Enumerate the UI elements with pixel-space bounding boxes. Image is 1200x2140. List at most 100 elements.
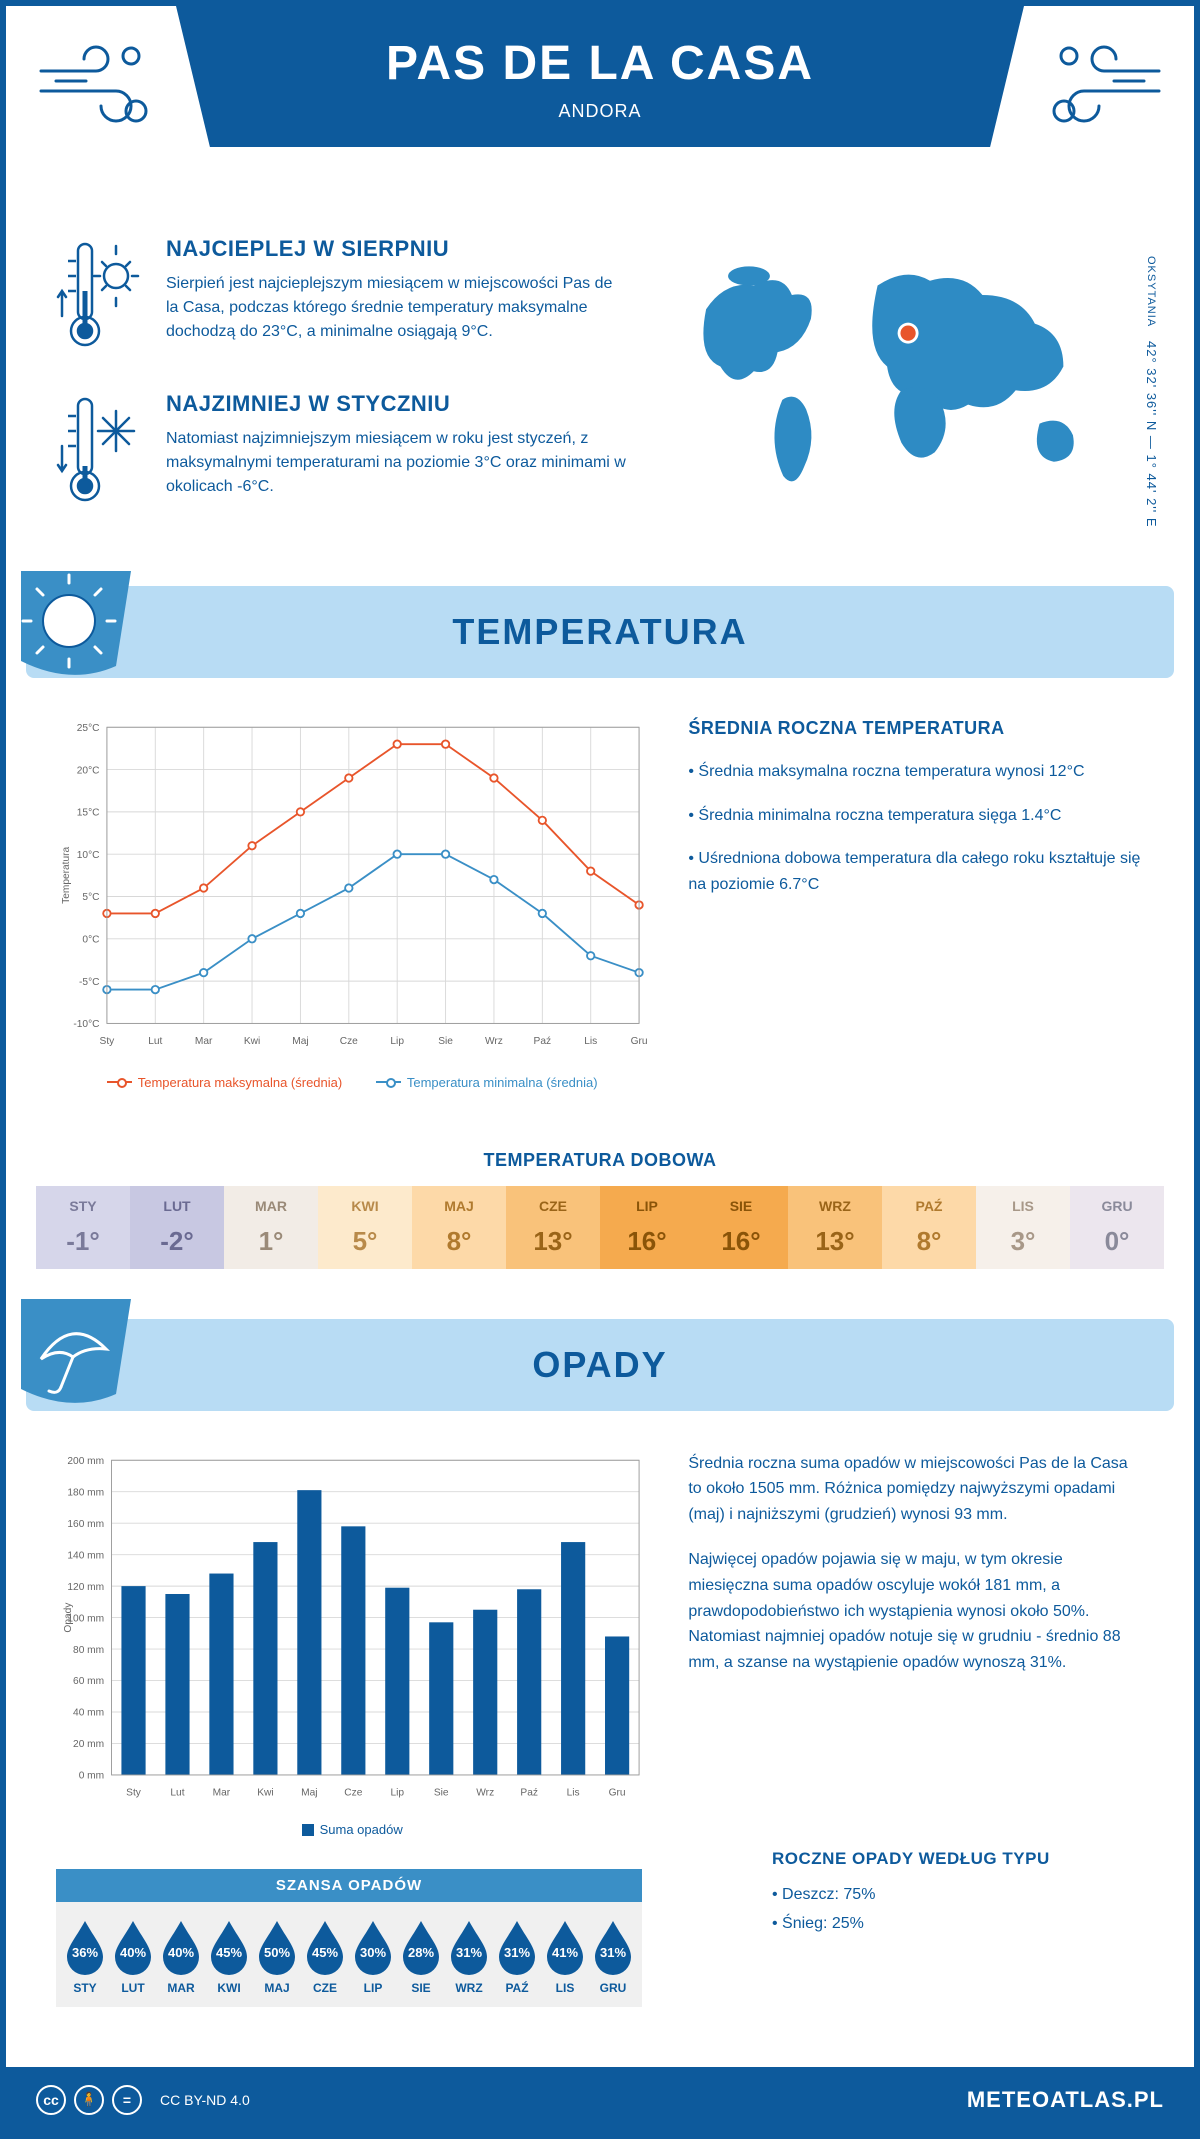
svg-text:0 mm: 0 mm: [79, 1770, 104, 1781]
daily-cell: LUT-2°: [130, 1186, 224, 1269]
precip-info: Średnia roczna suma opadów w miejscowośc…: [688, 1451, 1144, 1839]
temperature-line-chart: -10°C -5°C 0°C 5°C 10°C 15°C 20°C 25°C Sty Lut Mar…: [56, 718, 648, 1090]
svg-text:Cze: Cze: [340, 1036, 358, 1047]
coords-region: OKSYTANIA: [1145, 256, 1157, 327]
svg-text:Lis: Lis: [584, 1036, 597, 1047]
temperature-title: TEMPERATURA: [46, 611, 1154, 653]
svg-text:Temperatura: Temperatura: [61, 846, 72, 903]
precip-title: OPADY: [46, 1344, 1154, 1386]
chance-cell: 28%SIE: [397, 1917, 445, 1995]
temperature-section-head: TEMPERATURA: [26, 586, 1174, 678]
legend-min: Temperatura minimalna (średnia): [407, 1075, 598, 1090]
world-map-icon: [668, 236, 1144, 516]
header: PAS DE LA CASA ANDORA: [6, 6, 1194, 196]
fact-coldest: NAJZIMNIEJ W STYCZNIU Natomiast najzimni…: [56, 391, 628, 511]
legend-precip: Suma opadów: [320, 1822, 403, 1837]
chance-title: SZANSA OPADÓW: [56, 1869, 642, 1902]
daily-cell: KWI5°: [318, 1186, 412, 1269]
daily-cell: LIP16°: [600, 1186, 694, 1269]
cc-icon: cc: [36, 2085, 66, 2115]
temp-info-b1: • Średnia maksymalna roczna temperatura …: [688, 759, 1144, 785]
svg-text:25°C: 25°C: [77, 723, 100, 734]
svg-text:15°C: 15°C: [77, 808, 100, 819]
svg-text:Lip: Lip: [390, 1036, 404, 1047]
svg-text:Opady: Opady: [63, 1601, 74, 1632]
svg-text:5°C: 5°C: [82, 892, 99, 903]
svg-text:200 mm: 200 mm: [67, 1456, 104, 1467]
svg-text:120 mm: 120 mm: [67, 1582, 104, 1593]
daily-cell: PAŹ8°: [882, 1186, 976, 1269]
chance-cell: 41%LIS: [541, 1917, 589, 1995]
precip-bar-chart: 0 mm20 mm40 mm60 mm80 mm100 mm120 mm140 …: [56, 1451, 648, 1839]
chance-cell: 40%LUT: [109, 1917, 157, 1995]
fact-warm-title: NAJCIEPLEJ W SIERPNIU: [166, 236, 628, 262]
temp-info-b3: • Uśredniona dobowa temperatura dla całe…: [688, 846, 1144, 897]
svg-text:0°C: 0°C: [82, 935, 99, 946]
by-icon: 🧍: [74, 2085, 104, 2115]
wind-icon-right: [1034, 36, 1164, 136]
svg-text:40 mm: 40 mm: [73, 1707, 104, 1718]
svg-text:Mar: Mar: [195, 1036, 213, 1047]
coords-value: 42° 32' 36'' N — 1° 44' 2'' E: [1144, 341, 1159, 528]
chance-cell: 45%CZE: [301, 1917, 349, 1995]
svg-text:Gru: Gru: [631, 1036, 648, 1047]
page-title: PAS DE LA CASA: [196, 36, 1004, 91]
intro-section: NAJCIEPLEJ W SIERPNIU Sierpień jest najc…: [6, 196, 1194, 586]
svg-text:20 mm: 20 mm: [73, 1739, 104, 1750]
type-l1: • Deszcz: 75%: [772, 1881, 1134, 1910]
svg-text:Kwi: Kwi: [244, 1036, 260, 1047]
svg-text:Sie: Sie: [434, 1787, 449, 1798]
precip-p2: Najwięcej opadów pojawia się w maju, w t…: [688, 1547, 1144, 1675]
svg-text:180 mm: 180 mm: [67, 1487, 104, 1498]
chance-cell: 31%PAŹ: [493, 1917, 541, 1995]
type-title: ROCZNE OPADY WEDŁUG TYPU: [772, 1849, 1134, 1869]
daily-cell: CZE13°: [506, 1186, 600, 1269]
svg-text:140 mm: 140 mm: [67, 1550, 104, 1561]
precip-chance-table: SZANSA OPADÓW 36%STY40%LUT40%MAR45%KWI50…: [56, 1869, 642, 2007]
svg-text:Sty: Sty: [126, 1787, 142, 1798]
thermometer-hot-icon: [56, 236, 146, 356]
svg-text:Wrz: Wrz: [476, 1787, 494, 1798]
daily-temp-row: STY-1°LUT-2°MAR1°KWI5°MAJ8°CZE13°LIP16°S…: [36, 1186, 1164, 1269]
svg-text:Paź: Paź: [520, 1787, 538, 1798]
svg-text:-10°C: -10°C: [73, 1019, 99, 1030]
daily-cell: WRZ13°: [788, 1186, 882, 1269]
precip-p1: Średnia roczna suma opadów w miejscowośc…: [688, 1451, 1144, 1528]
temp-info-b2: • Średnia minimalna roczna temperatura s…: [688, 803, 1144, 829]
chance-cell: 40%MAR: [157, 1917, 205, 1995]
legend-max: Temperatura maksymalna (średnia): [138, 1075, 342, 1090]
svg-text:Lip: Lip: [391, 1787, 405, 1798]
thermometer-cold-icon: [56, 391, 146, 511]
daily-cell: GRU0°: [1070, 1186, 1164, 1269]
coordinates: OKSYTANIA 42° 32' 36'' N — 1° 44' 2'' E: [1144, 256, 1159, 528]
umbrella-icon: [21, 1299, 131, 1409]
daily-cell: SIE16°: [694, 1186, 788, 1269]
footer: cc 🧍 = CC BY-ND 4.0 METEOATLAS.PL: [6, 2067, 1194, 2133]
header-banner: PAS DE LA CASA ANDORA: [176, 6, 1024, 147]
svg-text:Sty: Sty: [100, 1036, 116, 1047]
chance-cell: 31%WRZ: [445, 1917, 493, 1995]
svg-text:Gru: Gru: [609, 1787, 626, 1798]
license-text: CC BY-ND 4.0: [160, 2092, 250, 2108]
wind-icon-left: [36, 36, 166, 136]
fact-cold-text: Natomiast najzimniejszym miesiącem w rok…: [166, 427, 628, 499]
page-subtitle: ANDORA: [196, 101, 1004, 122]
svg-text:10°C: 10°C: [77, 850, 100, 861]
fact-cold-title: NAJZIMNIEJ W STYCZNIU: [166, 391, 628, 417]
svg-text:Kwi: Kwi: [257, 1787, 273, 1798]
temperature-info: ŚREDNIA ROCZNA TEMPERATURA • Średnia mak…: [688, 718, 1144, 1090]
svg-text:Lut: Lut: [148, 1036, 162, 1047]
license-badge: cc 🧍 = CC BY-ND 4.0: [36, 2085, 250, 2115]
sun-icon: [21, 571, 131, 681]
svg-text:Paź: Paź: [534, 1036, 552, 1047]
svg-text:Lis: Lis: [567, 1787, 580, 1798]
footer-brand: METEOATLAS.PL: [967, 2087, 1164, 2113]
daily-cell: MAR1°: [224, 1186, 318, 1269]
svg-text:20°C: 20°C: [77, 765, 100, 776]
svg-text:-5°C: -5°C: [79, 977, 99, 988]
page-frame: PAS DE LA CASA ANDORA: [0, 0, 1200, 2139]
svg-text:Cze: Cze: [344, 1787, 362, 1798]
type-l2: • Śnieg: 25%: [772, 1910, 1134, 1939]
daily-cell: MAJ8°: [412, 1186, 506, 1269]
daily-cell: LIS3°: [976, 1186, 1070, 1269]
